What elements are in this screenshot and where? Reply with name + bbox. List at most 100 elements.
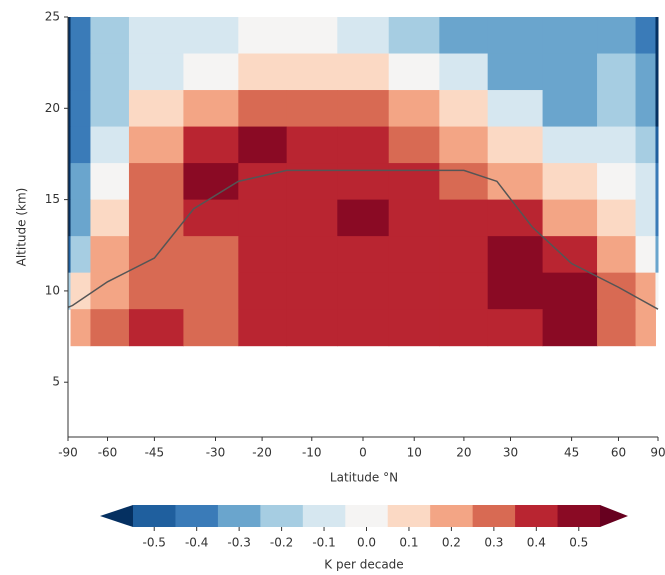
contour-cell: [439, 272, 489, 310]
contour-cell: [238, 199, 288, 237]
contour-cell: [183, 199, 239, 237]
contour-cell: [337, 199, 390, 237]
contour-cell: [542, 53, 598, 91]
contour-cell: [597, 126, 637, 164]
colorbar-tick-label: -0.4: [185, 536, 208, 550]
x-tick-label: 30: [503, 446, 518, 460]
contour-cell: [635, 199, 656, 237]
contour-cell: [68, 126, 72, 164]
contour-cell: [487, 53, 544, 91]
contour-cell: [286, 309, 338, 347]
contour-cell: [286, 236, 338, 274]
contour-cell: [337, 90, 390, 128]
y-tick-label: 15: [45, 192, 60, 206]
contour-cell: [487, 272, 544, 310]
contour-cell: [388, 163, 440, 201]
contour-cell: [70, 53, 91, 91]
contour-cell: [68, 236, 72, 274]
contour-cell: [70, 126, 91, 164]
contour-cell: [337, 236, 390, 274]
y-tick-label: 10: [45, 283, 60, 297]
y-axis-label: Altitude (km): [15, 188, 29, 267]
contour-cell: [238, 163, 288, 201]
contour-cell: [597, 53, 637, 91]
contour-cell: [542, 199, 598, 237]
x-axis-label: Latitude °N: [330, 471, 398, 485]
colorbar-box: [557, 505, 601, 527]
colorbar-box: [217, 505, 261, 527]
contour-cell: [337, 17, 390, 55]
contour-cell: [597, 272, 637, 310]
contour-cell: [286, 199, 338, 237]
contour-cell: [238, 126, 288, 164]
contour-cell: [238, 53, 288, 91]
contour-cell: [238, 17, 288, 55]
contour-cell: [388, 236, 440, 274]
colorbar-tick-label: -0.5: [143, 536, 166, 550]
contour-cell: [70, 309, 91, 347]
contour-cell: [128, 163, 184, 201]
contour-cell: [238, 309, 288, 347]
contour-cell: [388, 272, 440, 310]
contour-cell: [68, 90, 72, 128]
contour-cell: [439, 90, 489, 128]
contour-cell: [439, 163, 489, 201]
contour-cell: [68, 17, 72, 55]
colorbar-tick-label: 0.2: [442, 536, 461, 550]
colorbar-box: [515, 505, 559, 527]
contour-cell: [90, 126, 130, 164]
contour-cell: [487, 17, 544, 55]
y-tick-label: 25: [45, 10, 60, 24]
contour-cell: [655, 53, 659, 91]
contour-cell: [183, 309, 239, 347]
colorbar-tick-label: -0.2: [270, 536, 293, 550]
contour-cell: [238, 236, 288, 274]
colorbar-over: [600, 505, 628, 527]
contour-cell: [597, 236, 637, 274]
x-tick-label: 20: [456, 446, 471, 460]
contour-cell: [542, 90, 598, 128]
contour-cell: [635, 126, 656, 164]
contour-cell: [238, 90, 288, 128]
contour-cell: [635, 309, 656, 347]
colorbar-box: [345, 505, 389, 527]
contour-cell: [487, 90, 544, 128]
contour-cell: [128, 126, 184, 164]
contour-cell: [542, 236, 598, 274]
contour-cell: [70, 163, 91, 201]
y-tick-label: 20: [45, 101, 60, 115]
contour-cell: [128, 17, 184, 55]
x-tick-label: 0: [359, 446, 367, 460]
contour-cell: [487, 236, 544, 274]
contour-cell: [90, 53, 130, 91]
colorbar-box: [302, 505, 346, 527]
contour-cell: [655, 236, 659, 274]
contour-cell: [388, 199, 440, 237]
colorbar-tick-label: -0.3: [227, 536, 250, 550]
contour-cell: [597, 90, 637, 128]
x-tick-label: 45: [564, 446, 579, 460]
x-tick-label: 60: [611, 446, 626, 460]
x-tick-label: -10: [302, 446, 322, 460]
contour-cell: [183, 272, 239, 310]
contour-cell: [542, 126, 598, 164]
x-tick-label: -20: [252, 446, 272, 460]
colorbar-tick-label: -0.1: [312, 536, 335, 550]
colorbar-box: [387, 505, 431, 527]
contour-cell: [286, 17, 338, 55]
contour-cell: [238, 272, 288, 310]
x-tick-label: 90: [650, 446, 665, 460]
contour-cell: [597, 309, 637, 347]
contour-cell: [70, 236, 91, 274]
contour-cell: [286, 53, 338, 91]
contour-cell: [183, 163, 239, 201]
contour-cell: [635, 236, 656, 274]
contour-cell: [70, 272, 91, 310]
contour-cell: [70, 199, 91, 237]
contour-cell: [439, 126, 489, 164]
colorbar-tick-label: 0.0: [357, 536, 376, 550]
contour-cell: [439, 17, 489, 55]
contour-cell: [183, 236, 239, 274]
contour-cell: [439, 309, 489, 347]
colorbar-tick-label: 0.1: [399, 536, 418, 550]
